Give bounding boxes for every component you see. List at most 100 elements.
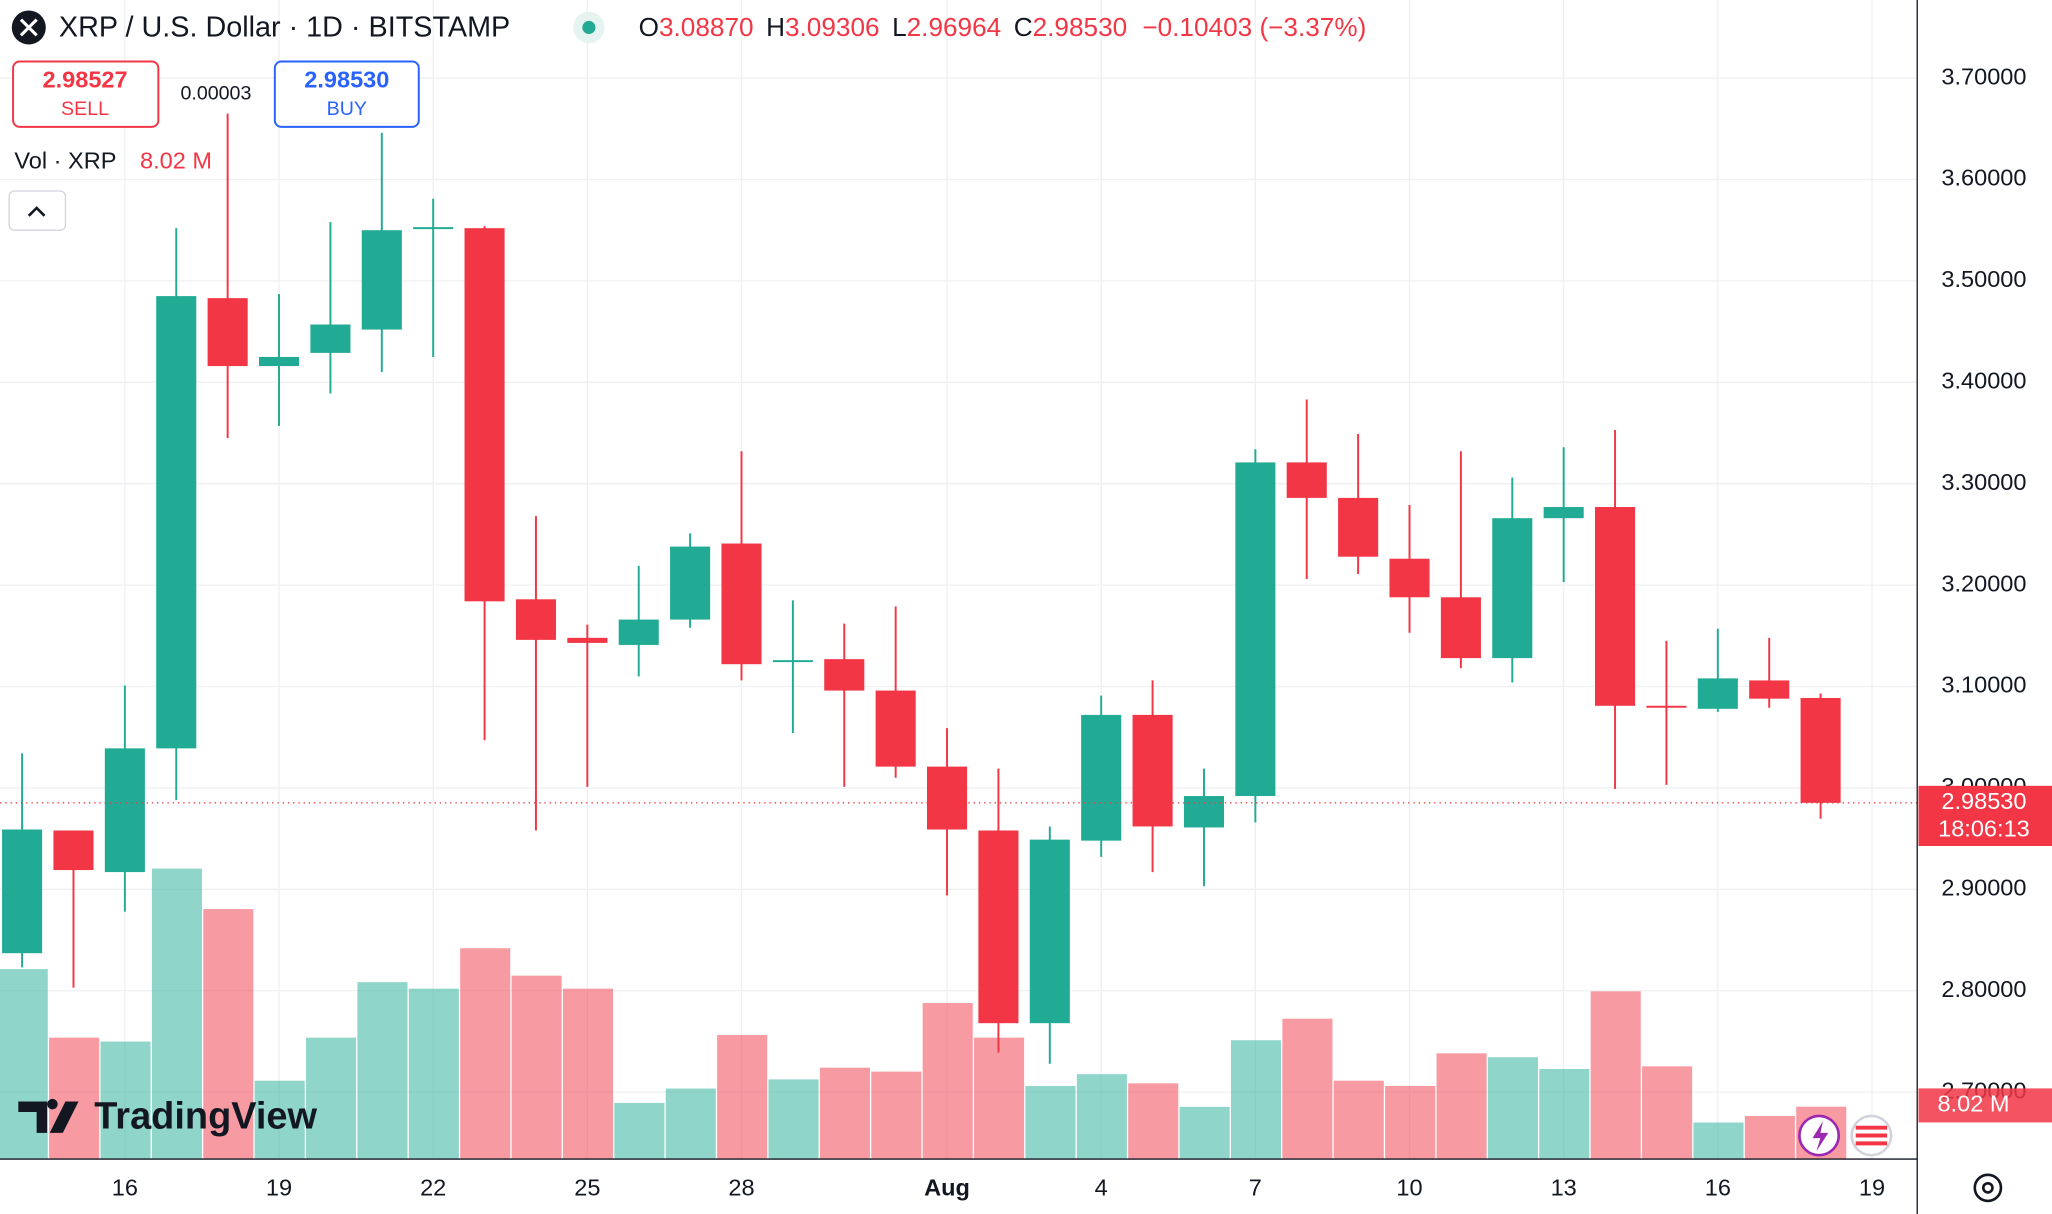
volume-bar (1025, 1085, 1076, 1160)
buy-label: BUY (327, 98, 367, 120)
y-tick-label: 2.90000 (1941, 875, 2026, 901)
ohlc-value: 3.09306 (785, 12, 880, 42)
volume-bar (1642, 1066, 1693, 1160)
volume-bar (1744, 1115, 1795, 1160)
countdown: 18:06:13 (1938, 816, 2030, 842)
candle-body (1029, 839, 1070, 1024)
candle-layer (0, 113, 1918, 1064)
candle-body (104, 748, 145, 873)
candle-body (927, 766, 968, 830)
sell-price: 2.98527 (42, 66, 127, 92)
buy-price: 2.98530 (304, 66, 389, 92)
volume-bar (1487, 1057, 1538, 1160)
volume-legend-value: 8.02 M (140, 147, 212, 173)
x-tick-label: 4 (1095, 1174, 1108, 1200)
axes: 2.700002.800002.900003.000003.100003.200… (112, 63, 2052, 1200)
y-tick-label: 3.20000 (1941, 570, 2026, 596)
change: −0.10403 (−3.37%) (1142, 12, 1366, 42)
volume-bar (306, 1037, 357, 1160)
settings-icon-core (1981, 1181, 1994, 1194)
volume-bar (1385, 1085, 1436, 1160)
candle-body (1595, 507, 1636, 706)
candle-body (670, 546, 711, 620)
candle-body (1338, 497, 1379, 557)
x-tick-label: 19 (1859, 1174, 1885, 1200)
candle-body (310, 324, 351, 353)
candle-body (978, 830, 1019, 1024)
candle-body (515, 599, 556, 640)
symbol-title[interactable]: XRP / U.S. Dollar · 1D · BITSTAMP (59, 11, 510, 43)
volume-bar (1076, 1074, 1127, 1160)
x-tick-label: 28 (728, 1174, 754, 1200)
y-tick-label: 3.70000 (1941, 63, 2026, 89)
volume-badge-label: 8.02 M (1937, 1091, 2009, 1117)
event-flag-mark (1855, 1125, 1888, 1146)
candle-body (567, 637, 608, 643)
x-tick-label: 16 (112, 1174, 138, 1200)
candle-body (721, 543, 762, 665)
ohlc-legend: O3.08870 H3.09306 L2.96964 C2.98530 −0.1… (639, 12, 1367, 42)
volume-bar (1333, 1080, 1384, 1160)
candle-body (1286, 462, 1327, 498)
sell-button[interactable] (12, 60, 160, 128)
last-price-badge (1918, 785, 2052, 846)
collapse-icon (27, 206, 46, 217)
buy-button[interactable] (273, 60, 420, 128)
x-tick-label: 13 (1551, 1174, 1577, 1200)
y-tick-label: 3.10000 (1941, 672, 2026, 698)
ohlc-value: 2.96964 (907, 12, 1002, 42)
volume-bar (100, 1041, 151, 1160)
collapse-button[interactable] (8, 190, 67, 231)
lightning-mark (1812, 1121, 1829, 1152)
candle-body (1492, 518, 1533, 659)
candle-body (1543, 507, 1584, 519)
ohlc-key: O (639, 12, 659, 42)
candle-body (413, 227, 454, 230)
volume-bar (665, 1088, 716, 1160)
x-tick-label: 10 (1396, 1174, 1422, 1200)
volume-bar (511, 975, 562, 1160)
candle-body (1646, 705, 1687, 708)
candle-body (1800, 697, 1841, 803)
y-tick-label: 2.80000 (1941, 976, 2026, 1002)
volume-bar (1128, 1083, 1179, 1160)
candle-body (2, 829, 43, 954)
candle-body (1132, 714, 1173, 827)
volume-badge (1918, 1088, 2052, 1123)
symbol-logo-mark (19, 18, 38, 37)
volume-bar (460, 948, 511, 1160)
x-tick-label: 25 (574, 1174, 600, 1200)
candle-body (207, 298, 248, 367)
volume-bar (562, 988, 614, 1160)
ohlc-key: L (892, 12, 907, 42)
tv-logo-mark (18, 1098, 79, 1133)
volume-bar (49, 1037, 100, 1160)
volume-bar (717, 1035, 768, 1160)
candle-body (361, 230, 402, 330)
volume-bar (922, 1003, 973, 1160)
x-tick-label: 19 (266, 1174, 292, 1200)
y-tick-label: 3.60000 (1941, 165, 2026, 191)
volume-bar (871, 1071, 922, 1160)
volume-bar (1436, 1053, 1487, 1160)
candle-body (1749, 680, 1790, 699)
ohlc-key: H (766, 12, 785, 42)
tv-logo-text: TradingView (94, 1096, 317, 1138)
candle-body (618, 619, 659, 645)
volume-bar (1230, 1040, 1282, 1160)
candle-body (1697, 678, 1738, 709)
volume-bar (1282, 1018, 1333, 1160)
volume-bar (151, 868, 202, 1160)
volume-bar (1590, 991, 1641, 1160)
last-price-label: 2.98530 (1941, 788, 2026, 814)
ohlc-value: 3.08870 (659, 12, 754, 42)
volume-bar (1179, 1106, 1230, 1160)
volume-bar (1539, 1068, 1590, 1160)
ohlc-value: 2.98530 (1033, 12, 1128, 42)
candle-body (1081, 714, 1122, 841)
candle-body (53, 830, 94, 871)
settings-icon[interactable] (1973, 1173, 2003, 1203)
x-tick-label: 22 (420, 1174, 446, 1200)
